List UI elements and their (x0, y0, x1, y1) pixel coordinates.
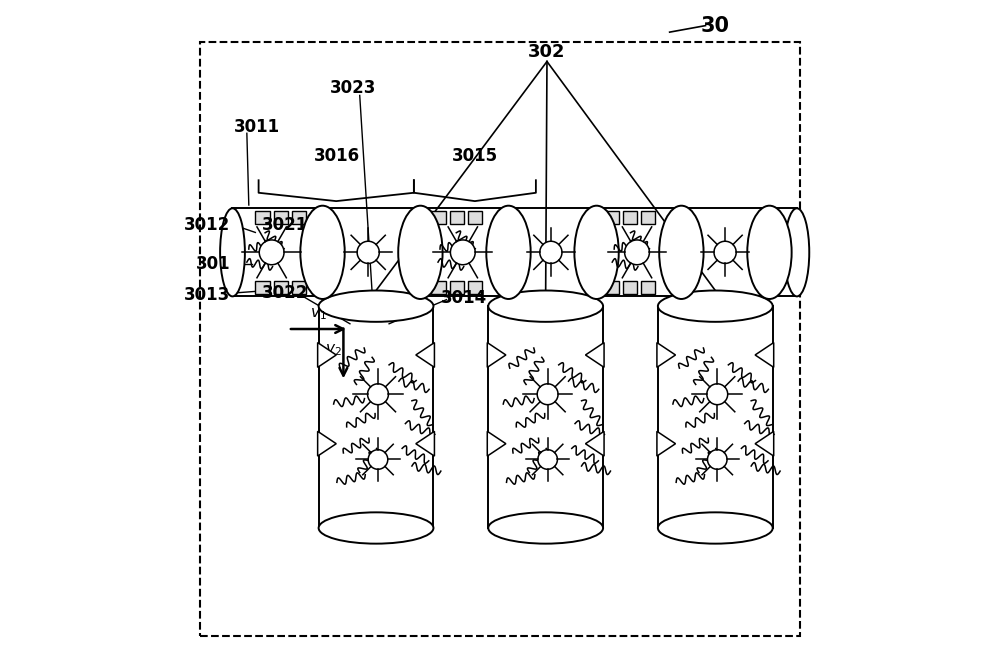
Bar (255, 281, 270, 293)
Text: $v_2$: $v_2$ (325, 342, 341, 358)
Circle shape (450, 240, 475, 265)
Circle shape (368, 384, 388, 405)
Bar (431, 211, 446, 224)
Bar (604, 281, 619, 293)
Polygon shape (657, 343, 676, 367)
Text: 302: 302 (528, 43, 566, 61)
Bar (292, 211, 306, 224)
Circle shape (714, 241, 736, 263)
Polygon shape (657, 431, 676, 456)
Bar (274, 281, 288, 293)
Ellipse shape (658, 290, 773, 322)
Bar (292, 281, 306, 293)
Text: $v_1$: $v_1$ (310, 306, 327, 322)
Circle shape (537, 384, 558, 405)
Text: 3015: 3015 (452, 147, 498, 165)
Ellipse shape (300, 206, 345, 299)
Circle shape (259, 240, 284, 265)
Ellipse shape (488, 290, 603, 322)
Bar (641, 211, 655, 224)
Polygon shape (755, 431, 774, 456)
Ellipse shape (488, 513, 603, 544)
Bar (468, 211, 482, 224)
Text: 301: 301 (196, 255, 231, 273)
Ellipse shape (784, 209, 809, 296)
Circle shape (357, 241, 379, 263)
Polygon shape (318, 343, 336, 367)
Bar (641, 281, 655, 293)
Text: 3011: 3011 (234, 118, 280, 136)
Ellipse shape (398, 206, 443, 299)
Text: 3016: 3016 (314, 147, 360, 165)
Bar (468, 281, 482, 293)
Ellipse shape (486, 206, 531, 299)
Circle shape (538, 449, 557, 469)
Circle shape (625, 240, 649, 265)
Polygon shape (487, 431, 506, 456)
Bar (255, 211, 270, 224)
Ellipse shape (747, 206, 792, 299)
Text: 3013: 3013 (184, 286, 231, 304)
Text: 3022: 3022 (262, 284, 308, 302)
Text: 3023: 3023 (330, 78, 376, 97)
Text: 3014: 3014 (441, 289, 487, 307)
Text: 3012: 3012 (184, 216, 231, 234)
Ellipse shape (319, 290, 433, 322)
Circle shape (540, 241, 562, 263)
Polygon shape (416, 431, 434, 456)
Circle shape (707, 449, 727, 469)
Bar (450, 211, 464, 224)
Polygon shape (487, 343, 506, 367)
Bar (274, 211, 288, 224)
Text: 30: 30 (701, 16, 730, 36)
Ellipse shape (220, 209, 245, 296)
Ellipse shape (658, 513, 773, 544)
Bar (232, 209, 797, 296)
Polygon shape (755, 343, 774, 367)
Polygon shape (585, 343, 604, 367)
Bar (450, 281, 464, 293)
Bar (431, 281, 446, 293)
Circle shape (707, 384, 728, 405)
Circle shape (368, 449, 388, 469)
Ellipse shape (574, 206, 619, 299)
Ellipse shape (659, 206, 704, 299)
Bar (623, 281, 637, 293)
Polygon shape (585, 431, 604, 456)
Polygon shape (416, 343, 434, 367)
Polygon shape (318, 431, 336, 456)
Bar (623, 211, 637, 224)
Ellipse shape (319, 513, 433, 544)
Text: 3021: 3021 (262, 216, 308, 234)
Bar (604, 211, 619, 224)
